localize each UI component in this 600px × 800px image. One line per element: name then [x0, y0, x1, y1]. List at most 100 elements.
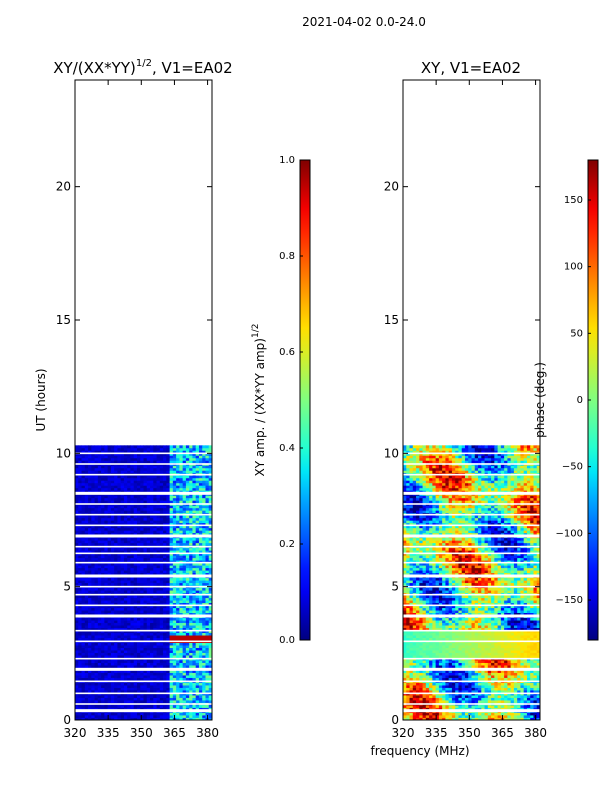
amplitude-cell	[176, 500, 180, 504]
amplitude-cell	[130, 570, 135, 574]
amplitude-cell	[94, 587, 99, 591]
amplitude-cell	[110, 590, 115, 594]
amplitude-cell	[166, 445, 170, 449]
amplitude-cell	[104, 455, 109, 459]
amplitude-cell	[120, 450, 125, 454]
amplitude-cell	[205, 500, 210, 504]
amplitude-cell	[114, 560, 118, 564]
amplitude-cell	[179, 520, 184, 524]
amplitude-cell	[156, 552, 161, 556]
amplitude-colorbar-label-main: XY amp. / (XX*YY amp)	[253, 338, 267, 476]
amplitude-cell	[133, 470, 138, 474]
amplitude-cell	[127, 562, 131, 566]
amplitude-cell	[169, 700, 174, 703]
amplitude-cell	[120, 540, 125, 544]
amplitude-cell	[123, 487, 128, 491]
amplitude-cell	[163, 457, 167, 461]
amplitude-cell	[195, 470, 200, 474]
time-gap-line	[75, 561, 212, 564]
amplitude-cell	[185, 612, 190, 616]
amplitude-cell	[185, 645, 190, 648]
amplitude-cell	[88, 505, 92, 509]
amplitude-cell	[97, 547, 102, 551]
amplitude-cell	[120, 690, 125, 693]
amplitude-cell	[198, 467, 203, 471]
phase-cell	[500, 712, 505, 716]
amplitude-cell	[156, 487, 161, 491]
amplitude-cell	[120, 662, 125, 666]
amplitude-cell	[88, 712, 92, 716]
amplitude-cell	[140, 547, 144, 551]
amplitude-cell	[205, 482, 210, 486]
amplitude-cell	[81, 550, 86, 554]
phase-cell	[442, 705, 446, 708]
amplitude-cell	[75, 570, 79, 574]
amplitude-cell	[185, 505, 190, 509]
amplitude-cell	[172, 637, 177, 641]
amplitude-cell	[185, 522, 190, 526]
amplitude-cell	[176, 695, 180, 698]
amplitude-cell	[94, 622, 99, 626]
amplitude-cell	[133, 482, 138, 486]
amplitude-cell	[88, 672, 92, 676]
amplitude-cell	[205, 475, 210, 479]
amplitude-cell	[172, 675, 177, 678]
amplitude-y-tick-label: 15	[56, 313, 71, 327]
amplitude-cell	[156, 467, 161, 471]
amplitude-cell	[150, 517, 154, 521]
amplitude-cell	[107, 697, 112, 701]
amplitude-cell	[182, 565, 187, 569]
amplitude-cell	[143, 717, 148, 721]
amplitude-cell	[176, 457, 180, 461]
amplitude-cell	[150, 570, 154, 574]
amplitude-cell	[195, 482, 200, 486]
amplitude-cell	[123, 567, 128, 571]
amplitude-cell	[156, 565, 161, 569]
time-gap-line	[75, 574, 212, 578]
amplitude-cell	[146, 577, 151, 581]
amplitude-cell	[78, 605, 82, 609]
amplitude-cell	[130, 600, 135, 604]
amplitude-colorbar-label: XY amp. / (XX*YY amp)1/2	[251, 324, 267, 477]
amplitude-cell	[91, 715, 95, 718]
amplitude-cell	[104, 450, 109, 454]
amplitude-cell	[166, 522, 170, 526]
amplitude-cell	[97, 605, 102, 609]
amplitude-cell	[182, 620, 187, 624]
amplitude-cell	[120, 590, 125, 594]
amplitude-cell	[192, 612, 197, 616]
amplitude-cell	[159, 705, 164, 708]
amplitude-cell	[159, 655, 164, 658]
amplitude-cell	[198, 697, 203, 701]
amplitude-cell	[94, 530, 99, 534]
amplitude-cell	[179, 642, 184, 646]
amplitude-cell	[202, 645, 206, 648]
phase-cell	[458, 707, 463, 711]
amplitude-cell	[107, 600, 112, 604]
amplitude-cell	[159, 602, 164, 606]
amplitude-cell	[94, 447, 99, 451]
amplitude-cell	[163, 705, 167, 708]
amplitude-cell	[172, 700, 177, 703]
amplitude-cell	[110, 620, 115, 624]
amplitude-cell	[185, 547, 190, 551]
amplitude-cell	[123, 480, 128, 484]
amplitude-cell	[202, 682, 206, 686]
amplitude-cell	[176, 510, 180, 514]
amplitude-cell	[172, 547, 177, 551]
amplitude-cell	[169, 477, 174, 481]
amplitude-cell	[84, 642, 89, 646]
amplitude-cell	[192, 587, 197, 591]
amplitude-cell	[107, 647, 112, 651]
amplitude-cell	[75, 602, 79, 606]
phase-cell	[468, 707, 472, 711]
amplitude-cell	[208, 522, 213, 526]
amplitude-cell	[202, 712, 206, 716]
amplitude-cell	[123, 510, 128, 514]
amplitude-cell	[198, 677, 203, 681]
amplitude-cell	[156, 672, 161, 676]
amplitude-cell	[110, 485, 115, 489]
amplitude-cell	[140, 700, 144, 703]
amplitude-cell	[143, 645, 148, 648]
amplitude-cell	[172, 642, 177, 646]
